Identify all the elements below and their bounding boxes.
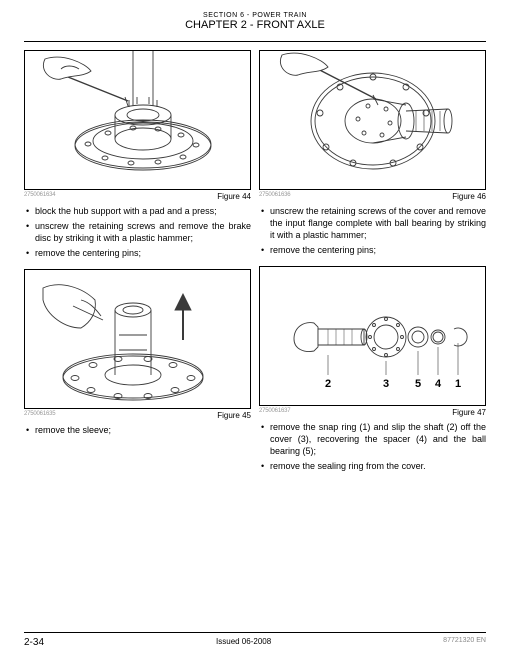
list-item: unscrew the retaining screws of the cove… [259, 205, 486, 241]
section-label: SECTION 6 - POWER TRAIN [24, 12, 486, 19]
figure-47-box: 2 3 5 4 1 [259, 266, 486, 406]
chapter-label: CHAPTER 2 - FRONT AXLE [24, 19, 486, 31]
figure-45-box [24, 269, 251, 409]
issued-date: Issued 06-2008 [216, 637, 271, 648]
figure-45-id: 2750061635 [24, 411, 55, 420]
figure-46-meta: 2750061636 Figure 46 [259, 192, 486, 201]
list-item: remove the centering pins; [24, 247, 251, 259]
page-number: 2-34 [24, 637, 44, 648]
figure-44-svg [33, 51, 243, 189]
figure-47-svg: 2 3 5 4 1 [268, 267, 478, 405]
left-list-2: remove the sleeve; [24, 424, 251, 439]
figure-45-svg [33, 270, 243, 408]
left-column: 2750061634 Figure 44 block the hub suppo… [24, 50, 251, 481]
figure-44-label: Figure 44 [217, 192, 251, 201]
page-header: SECTION 6 - POWER TRAIN CHAPTER 2 - FRON… [24, 12, 486, 31]
list-item: unscrew the retaining screws and remove … [24, 220, 251, 244]
figure-46-id: 2750061636 [259, 192, 290, 201]
content-columns: 2750061634 Figure 44 block the hub suppo… [24, 50, 486, 481]
list-item: remove the sleeve; [24, 424, 251, 436]
footer-divider [24, 632, 486, 633]
callout-3: 3 [382, 378, 388, 390]
right-column: 2750061636 Figure 46 unscrew the retaini… [259, 50, 486, 481]
callout-1: 1 [454, 378, 460, 390]
figure-46-box [259, 50, 486, 190]
left-list-1: block the hub support with a pad and a p… [24, 205, 251, 263]
list-item: remove the sealing ring from the cover. [259, 460, 486, 472]
figure-47-label: Figure 47 [452, 408, 486, 417]
figure-44-meta: 2750061634 Figure 44 [24, 192, 251, 201]
figure-47-id: 2750061637 [259, 408, 290, 417]
figure-44-id: 2750061634 [24, 192, 55, 201]
page-footer: 2-34 Issued 06-2008 87721320 EN [24, 632, 486, 648]
callout-2: 2 [324, 378, 330, 390]
figure-46-svg [268, 51, 478, 189]
list-item: remove the snap ring (1) and slip the sh… [259, 421, 486, 457]
figure-44-box [24, 50, 251, 190]
right-list-2: remove the snap ring (1) and slip the sh… [259, 421, 486, 476]
callout-4: 4 [434, 378, 441, 390]
header-divider [24, 41, 486, 42]
figure-45-meta: 2750061635 Figure 45 [24, 411, 251, 420]
list-item: remove the centering pins; [259, 244, 486, 256]
figure-45-label: Figure 45 [217, 411, 251, 420]
list-item: block the hub support with a pad and a p… [24, 205, 251, 217]
right-list-1: unscrew the retaining screws of the cove… [259, 205, 486, 260]
figure-47-meta: 2750061637 Figure 47 [259, 408, 486, 417]
callout-5: 5 [414, 378, 420, 390]
figure-46-label: Figure 46 [452, 192, 486, 201]
doc-number: 87721320 EN [443, 637, 486, 648]
